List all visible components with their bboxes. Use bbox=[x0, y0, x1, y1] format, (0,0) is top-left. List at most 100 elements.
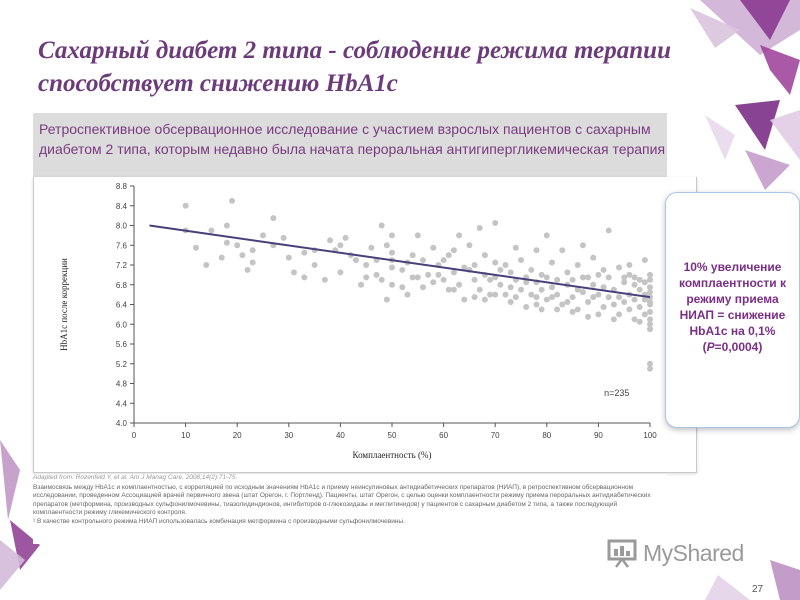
data-point bbox=[641, 311, 648, 318]
data-point bbox=[497, 281, 504, 288]
y-tick-label: 5.2 bbox=[116, 360, 128, 369]
x-tick-label: 100 bbox=[643, 431, 657, 440]
data-point bbox=[564, 299, 571, 306]
y-tick-label: 7.6 bbox=[116, 241, 128, 250]
data-point bbox=[647, 316, 653, 323]
data-point bbox=[399, 266, 406, 273]
data-point bbox=[621, 299, 628, 306]
data-point bbox=[290, 269, 297, 276]
data-point bbox=[600, 303, 607, 310]
data-point bbox=[419, 257, 426, 264]
data-point bbox=[641, 296, 648, 303]
data-point bbox=[636, 286, 643, 293]
data-point bbox=[492, 259, 499, 266]
y-tick-label: 8.0 bbox=[116, 222, 128, 231]
data-point bbox=[311, 262, 318, 268]
y-tick-label: 8.4 bbox=[116, 202, 128, 211]
data-point bbox=[378, 222, 385, 229]
data-point bbox=[533, 301, 540, 308]
data-point bbox=[559, 301, 566, 308]
data-point bbox=[641, 279, 648, 286]
data-point bbox=[631, 281, 638, 288]
data-point bbox=[579, 242, 586, 249]
data-point bbox=[548, 294, 555, 301]
data-point bbox=[569, 308, 576, 315]
data-point bbox=[590, 281, 597, 288]
data-point bbox=[419, 284, 426, 291]
y-tick-label: 4.0 bbox=[116, 419, 128, 428]
data-point bbox=[636, 318, 643, 325]
data-point bbox=[631, 274, 638, 281]
data-point bbox=[595, 311, 602, 318]
data-point bbox=[487, 291, 494, 298]
myshared-logo[interactable]: MyShared bbox=[607, 538, 744, 568]
y-tick-label: 7.2 bbox=[116, 261, 128, 270]
data-point bbox=[430, 279, 437, 286]
x-tick-label: 30 bbox=[284, 431, 293, 440]
data-point bbox=[182, 202, 189, 209]
data-point bbox=[280, 234, 287, 241]
data-point bbox=[647, 365, 653, 372]
data-point bbox=[389, 232, 395, 239]
data-point bbox=[471, 262, 478, 268]
data-point bbox=[554, 291, 561, 298]
slide-title: Сахарный диабет 2 типа - соблюдение режи… bbox=[38, 37, 671, 97]
data-point bbox=[383, 296, 390, 303]
x-tick-label: 40 bbox=[336, 431, 345, 440]
data-point bbox=[440, 257, 447, 264]
data-point bbox=[502, 291, 509, 298]
data-point bbox=[321, 276, 328, 283]
data-point bbox=[647, 299, 653, 306]
data-point bbox=[450, 247, 457, 254]
data-point bbox=[590, 294, 597, 301]
data-point bbox=[554, 276, 561, 283]
data-point bbox=[533, 247, 540, 254]
data-point bbox=[456, 232, 463, 239]
data-point bbox=[647, 321, 653, 328]
data-point bbox=[523, 303, 530, 310]
data-point bbox=[203, 262, 210, 268]
page-number: 27 bbox=[752, 584, 764, 595]
footnote-source: Adapted from: Rozenfeld Y, et al. Am J M… bbox=[33, 474, 238, 481]
data-point bbox=[579, 274, 586, 281]
data-point bbox=[647, 284, 653, 291]
data-point bbox=[543, 274, 550, 281]
data-point bbox=[476, 286, 483, 293]
data-point bbox=[497, 266, 504, 273]
footnote-1: Взаимосвязь между HbA1c и комплаентность… bbox=[33, 483, 651, 517]
data-point bbox=[399, 284, 406, 291]
data-point bbox=[414, 232, 421, 239]
data-point bbox=[610, 316, 617, 323]
data-point bbox=[548, 284, 555, 291]
data-point bbox=[466, 242, 473, 249]
y-tick-label: 5.6 bbox=[116, 340, 128, 349]
data-point bbox=[450, 286, 457, 293]
trend-line bbox=[149, 224, 651, 299]
data-point bbox=[507, 284, 514, 291]
data-point bbox=[621, 274, 628, 281]
data-point bbox=[559, 247, 566, 254]
data-point bbox=[389, 264, 395, 271]
data-point bbox=[492, 220, 499, 227]
data-point bbox=[481, 296, 488, 303]
chart-panel: 4.0 4.4 4.8 5.2 5.6 6.0 6.4 6.8 7.2 7.6 8.0 8.4 8.8 0… bbox=[33, 177, 697, 473]
x-axis-label: Комплаентность (%) bbox=[353, 450, 432, 460]
data-point bbox=[445, 286, 452, 293]
data-point bbox=[636, 303, 643, 310]
data-point bbox=[616, 311, 623, 318]
data-point bbox=[368, 244, 375, 251]
data-point bbox=[301, 274, 308, 281]
data-point bbox=[507, 269, 514, 276]
x-tick-label: 20 bbox=[233, 431, 242, 440]
x-tick-label: 0 bbox=[132, 431, 137, 440]
data-point bbox=[600, 284, 607, 291]
y-tick-label: 6.4 bbox=[116, 301, 128, 310]
data-point bbox=[445, 252, 452, 259]
sample-size-annotation: n=235 bbox=[604, 388, 629, 398]
data-point bbox=[435, 271, 442, 278]
data-point bbox=[610, 301, 617, 308]
data-point bbox=[543, 232, 550, 239]
data-point bbox=[518, 286, 524, 293]
data-point bbox=[223, 222, 230, 229]
